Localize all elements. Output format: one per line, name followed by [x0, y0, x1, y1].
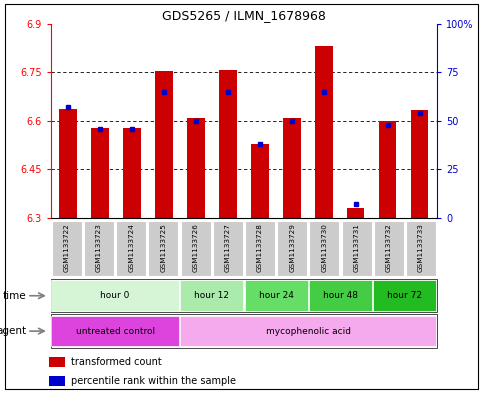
FancyBboxPatch shape [51, 279, 437, 312]
Text: GSM1133730: GSM1133730 [321, 223, 327, 272]
FancyBboxPatch shape [148, 221, 178, 276]
Text: hour 24: hour 24 [259, 291, 294, 300]
Bar [219, 70, 237, 218]
Text: GSM1133733: GSM1133733 [418, 223, 424, 272]
Bar [187, 118, 205, 218]
Text: GSM1133723: GSM1133723 [96, 223, 102, 272]
FancyBboxPatch shape [309, 280, 372, 311]
FancyBboxPatch shape [245, 280, 308, 311]
FancyBboxPatch shape [213, 221, 243, 276]
Bar [123, 128, 141, 218]
Bar [49, 357, 65, 367]
Text: time: time [3, 291, 27, 301]
Bar [59, 110, 77, 218]
FancyBboxPatch shape [51, 314, 437, 348]
Text: agent: agent [0, 326, 27, 336]
Bar [251, 144, 269, 218]
Text: GSM1133729: GSM1133729 [289, 223, 295, 272]
Bar [156, 71, 173, 218]
FancyBboxPatch shape [52, 280, 179, 311]
Text: percentile rank within the sample: percentile rank within the sample [71, 376, 236, 386]
FancyBboxPatch shape [84, 221, 114, 276]
Bar [347, 208, 365, 218]
FancyBboxPatch shape [180, 316, 436, 347]
FancyBboxPatch shape [52, 316, 179, 347]
Text: GSM1133727: GSM1133727 [225, 223, 231, 272]
Bar [283, 118, 300, 218]
Text: GSM1133731: GSM1133731 [354, 223, 360, 272]
Text: GSM1133725: GSM1133725 [160, 223, 167, 272]
Text: GSM1133732: GSM1133732 [386, 223, 392, 272]
Text: mycophenolic acid: mycophenolic acid [266, 327, 351, 336]
Text: hour 48: hour 48 [323, 291, 358, 300]
FancyBboxPatch shape [116, 221, 146, 276]
FancyBboxPatch shape [181, 221, 211, 276]
Bar [91, 128, 109, 218]
Text: transformed count: transformed count [71, 357, 161, 367]
Text: untreated control: untreated control [75, 327, 155, 336]
FancyBboxPatch shape [406, 221, 436, 276]
FancyBboxPatch shape [245, 221, 275, 276]
FancyBboxPatch shape [180, 280, 243, 311]
Text: GSM1133728: GSM1133728 [257, 223, 263, 272]
Text: hour 0: hour 0 [100, 291, 130, 300]
Text: GSM1133724: GSM1133724 [128, 223, 134, 272]
Text: GSM1133722: GSM1133722 [64, 223, 70, 272]
Text: hour 12: hour 12 [194, 291, 229, 300]
FancyBboxPatch shape [341, 221, 371, 276]
FancyBboxPatch shape [374, 221, 404, 276]
FancyBboxPatch shape [277, 221, 307, 276]
FancyBboxPatch shape [52, 221, 82, 276]
Text: hour 72: hour 72 [387, 291, 423, 300]
Title: GDS5265 / ILMN_1678968: GDS5265 / ILMN_1678968 [162, 9, 326, 22]
FancyBboxPatch shape [310, 221, 340, 276]
Bar [379, 121, 397, 218]
Bar [49, 376, 65, 386]
Bar [315, 46, 332, 218]
Text: GSM1133726: GSM1133726 [193, 223, 199, 272]
FancyBboxPatch shape [373, 280, 436, 311]
Bar [411, 110, 428, 218]
